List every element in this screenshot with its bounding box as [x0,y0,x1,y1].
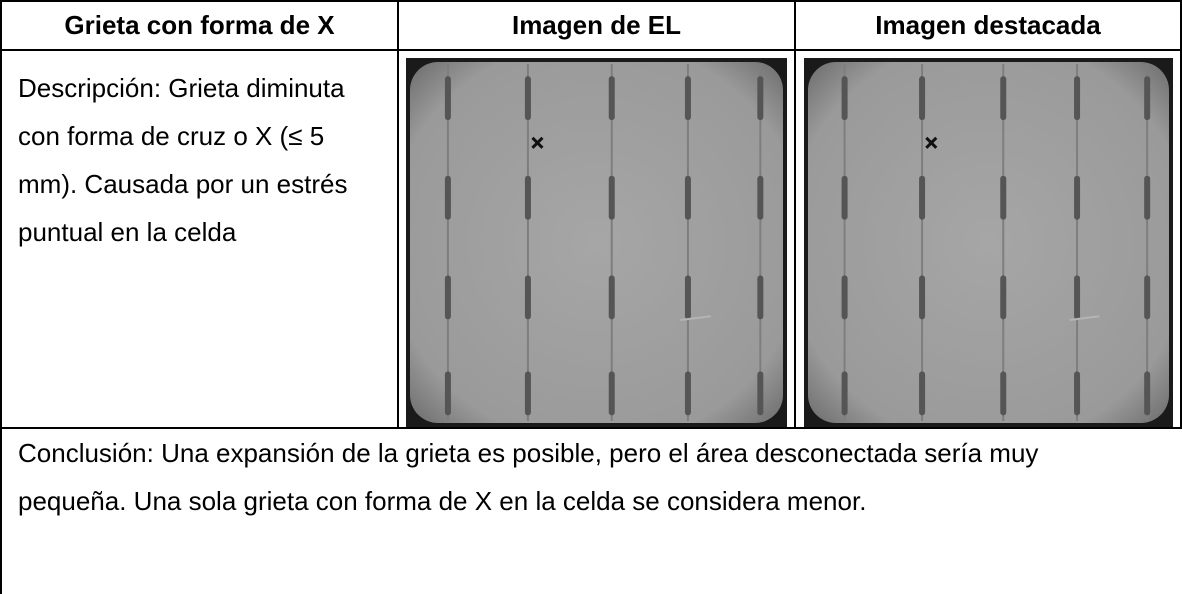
busbar-pad [757,275,764,320]
busbar-pad [608,175,615,220]
border [0,427,1182,429]
busbar-pad [608,371,615,416]
busbar-pad [444,275,451,320]
busbar-pad [1074,76,1081,121]
border [0,0,1182,2]
busbar-pad [1144,175,1151,220]
header-cell: Imagen destacada [875,10,1101,40]
busbar-pad [1144,275,1151,320]
busbar-pad [919,275,926,320]
header-cell: Imagen de EL [511,10,682,40]
busbar-pad [757,371,764,416]
busbar-pad [1144,76,1151,121]
cell-body [410,62,783,423]
busbar-pad [524,76,531,121]
busbar-pad [757,175,764,220]
busbar-pad [841,371,848,416]
busbar-pad [684,371,691,416]
faint-mark [680,315,711,321]
busbar-pad [1074,371,1081,416]
description: Descripción: Grieta diminuta con forma d… [18,73,348,247]
el-image [406,58,787,427]
busbar-pad [1074,275,1081,320]
busbar-pad [524,275,531,320]
border [397,0,399,429]
busbar-pad [919,175,926,220]
busbar-pad [841,275,848,320]
border [0,0,2,594]
busbar-pad [608,76,615,121]
header-cell: Grieta con forma de X [64,10,335,40]
busbar-pad [684,76,691,121]
busbar-pad [841,175,848,220]
faint-mark [1069,315,1100,321]
crack-mark [531,136,544,149]
conclusion: Conclusión: Una expansión de la grieta e… [18,438,1039,516]
busbar-pad [444,175,451,220]
busbar-pad [444,76,451,121]
border [794,0,796,429]
border [1180,0,1182,429]
cell-body [808,62,1169,423]
busbar-pad [919,76,926,121]
busbar-pad [919,371,926,416]
busbar-pad [444,371,451,416]
busbar-pad [524,371,531,416]
busbar-pad [1000,76,1007,121]
busbar-pad [684,275,691,320]
busbar-pad [1144,371,1151,416]
busbar-pad [1000,371,1007,416]
highlighted-image [804,58,1173,427]
busbar-pad [1074,175,1081,220]
busbar-pad [524,175,531,220]
busbar-pad [608,275,615,320]
border [0,49,1182,51]
busbar-pad [757,76,764,121]
busbar-pad [1000,175,1007,220]
busbar-pad [684,175,691,220]
busbar-pad [1000,275,1007,320]
crack-mark [925,136,938,149]
busbar-pad [841,76,848,121]
